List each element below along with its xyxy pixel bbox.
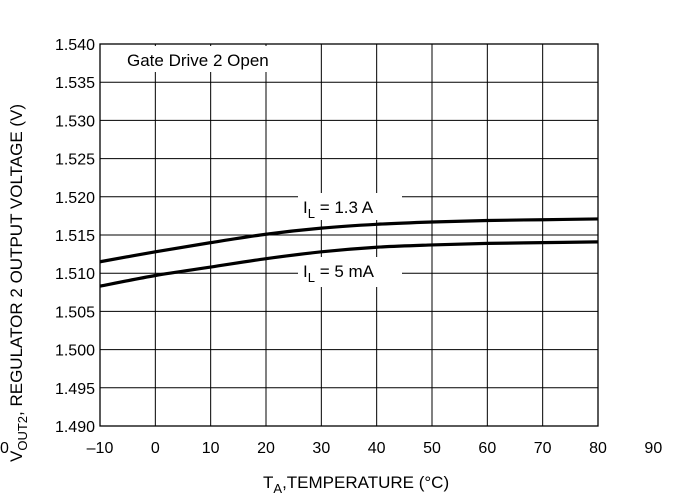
series-label-2: IL = 5 mA xyxy=(303,262,375,285)
y-tick-label: 1.495 xyxy=(55,381,95,398)
y-tick-label: 1.525 xyxy=(55,152,95,169)
y-tick-labels: 1.490 1.495 1.500 1.505 1.510 1.515 1.520 1.525… xyxy=(55,37,95,436)
y-tick-label: 1.505 xyxy=(55,304,95,321)
series-label-1: IL = 1.3 A xyxy=(303,198,374,221)
y-tick-label: 1.490 xyxy=(55,419,95,436)
series-label-background-2 xyxy=(298,257,402,287)
x-axis-title: TA,TEMPERATURE (°C) xyxy=(263,473,449,496)
y-tick-label: 1.535 xyxy=(55,75,95,92)
x-tick-labels: –10 0 10 20 30 40 50 60 70 80 90 xyxy=(87,440,663,457)
series-label-background-1 xyxy=(298,193,402,220)
series-line-1 xyxy=(99,217,599,264)
y-tick-label: 1.515 xyxy=(55,228,95,245)
grid xyxy=(100,44,598,426)
y-tick-label: 1.500 xyxy=(55,343,95,360)
y-tick-label: 1.520 xyxy=(55,190,95,207)
annotation-background xyxy=(117,46,317,72)
x-tick-label: 20 xyxy=(257,440,275,457)
y-tick-label: 1.540 xyxy=(55,37,95,54)
plot-frame xyxy=(99,43,599,427)
x-tick-label: 50 xyxy=(423,440,441,457)
x-tick-label: 90 xyxy=(644,440,662,457)
x-tick-label: 80 xyxy=(589,440,607,457)
x-tick-label: 0 xyxy=(151,440,160,457)
y-axis-title: VOUT2, REGULATOR 2 OUTPUT VOLTAGE (V) xyxy=(7,104,30,462)
x-tick-label: –10 xyxy=(87,440,114,457)
x-tick-label: 60 xyxy=(478,440,496,457)
annotation-text: Gate Drive 2 Open xyxy=(127,51,269,70)
y-tick-label: 1.530 xyxy=(55,113,95,130)
x-tick-label: 30 xyxy=(312,440,330,457)
x-tick-label: 10 xyxy=(202,440,220,457)
x-tick-label: 40 xyxy=(368,440,386,457)
series-line-2 xyxy=(99,240,599,288)
stray-label: 0 xyxy=(0,440,9,457)
x-tick-label: 70 xyxy=(534,440,552,457)
y-tick-label: 1.510 xyxy=(55,266,95,283)
series-lines xyxy=(99,217,599,288)
